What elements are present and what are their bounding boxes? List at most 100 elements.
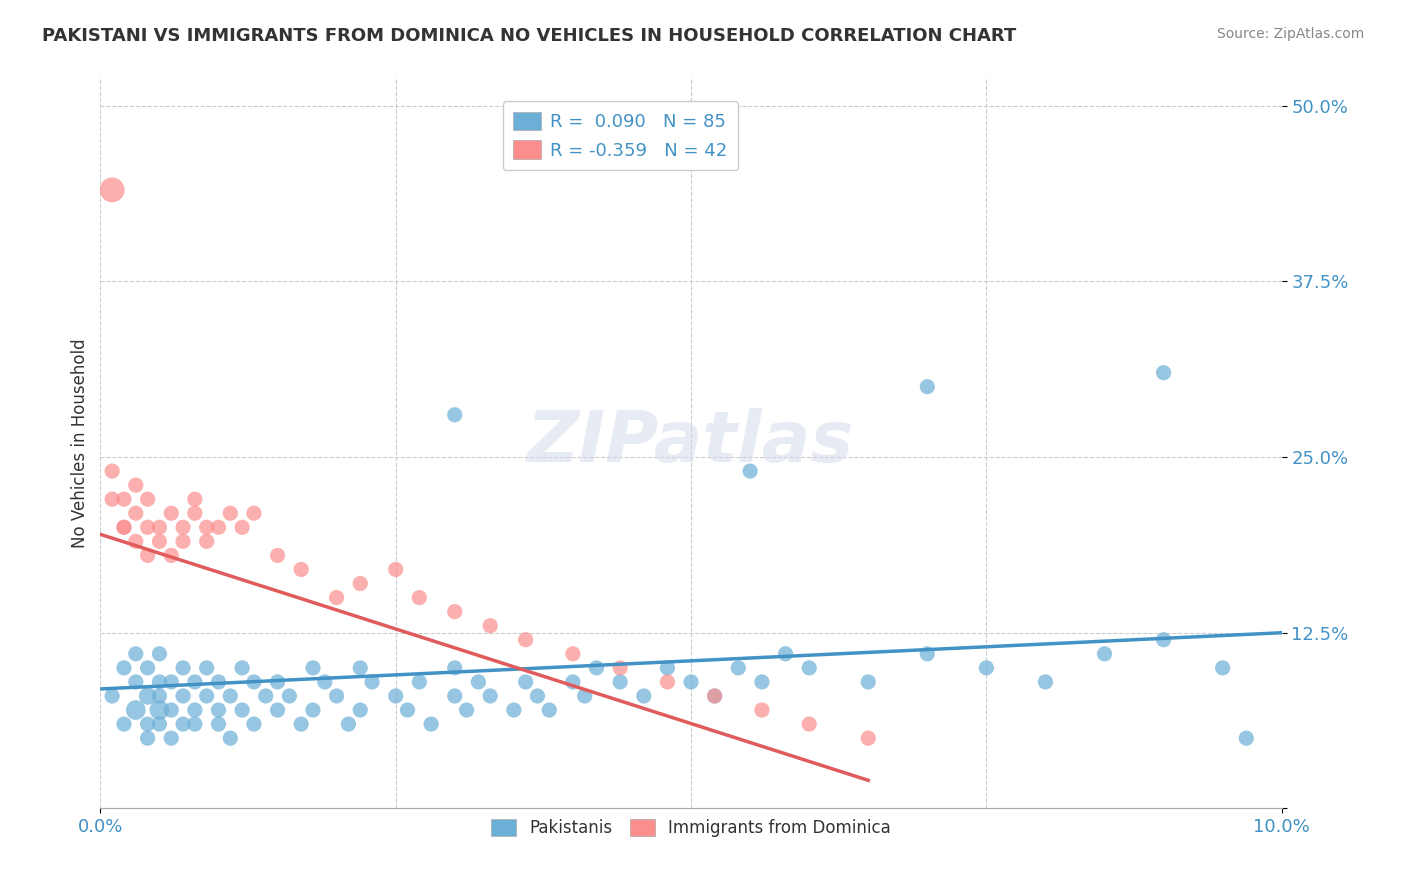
Point: [148, 674, 170, 689]
Point: [515, 632, 537, 647]
Point: [160, 506, 183, 520]
Point: [184, 674, 207, 689]
Point: [125, 703, 148, 717]
Text: ZIPatlas: ZIPatlas: [527, 409, 855, 477]
Point: [195, 661, 218, 675]
Point: [160, 731, 183, 746]
Point: [148, 534, 170, 549]
Point: [467, 674, 489, 689]
Point: [396, 703, 419, 717]
Point: [443, 605, 465, 619]
Point: [207, 674, 229, 689]
Legend: Pakistanis, Immigrants from Dominica: Pakistanis, Immigrants from Dominica: [485, 813, 897, 844]
Point: [101, 689, 124, 703]
Point: [160, 703, 183, 717]
Point: [136, 717, 159, 731]
Point: [976, 661, 998, 675]
Point: [231, 661, 253, 675]
Point: [609, 661, 631, 675]
Point: [125, 478, 148, 492]
Point: [219, 731, 242, 746]
Point: [184, 506, 207, 520]
Point: [184, 717, 207, 731]
Point: [125, 506, 148, 520]
Point: [243, 674, 266, 689]
Text: Source: ZipAtlas.com: Source: ZipAtlas.com: [1216, 27, 1364, 41]
Point: [479, 689, 502, 703]
Point: [917, 647, 939, 661]
Point: [302, 703, 325, 717]
Point: [456, 703, 478, 717]
Point: [290, 562, 312, 576]
Point: [858, 731, 880, 746]
Point: [195, 689, 218, 703]
Point: [195, 520, 218, 534]
Point: [266, 549, 288, 563]
Point: [479, 618, 502, 632]
Point: [443, 661, 465, 675]
Point: [101, 492, 124, 507]
Point: [184, 703, 207, 717]
Point: [219, 506, 242, 520]
Point: [349, 661, 371, 675]
Point: [384, 689, 406, 703]
Point: [243, 506, 266, 520]
Point: [538, 703, 561, 717]
Point: [302, 661, 325, 675]
Point: [207, 520, 229, 534]
Point: [1234, 731, 1257, 746]
Point: [679, 674, 702, 689]
Point: [125, 534, 148, 549]
Point: [101, 464, 124, 478]
Point: [243, 717, 266, 731]
Point: [136, 661, 159, 675]
Point: [112, 520, 135, 534]
Point: [148, 520, 170, 534]
Point: [1212, 661, 1234, 675]
Point: [231, 703, 253, 717]
Point: [136, 520, 159, 534]
Point: [231, 520, 253, 534]
Point: [585, 661, 607, 675]
Point: [703, 689, 725, 703]
Point: [751, 674, 773, 689]
Point: [160, 549, 183, 563]
Point: [136, 731, 159, 746]
Point: [184, 492, 207, 507]
Point: [574, 689, 596, 703]
Point: [799, 717, 821, 731]
Point: [195, 534, 218, 549]
Point: [349, 576, 371, 591]
Point: [443, 408, 465, 422]
Point: [125, 674, 148, 689]
Point: [290, 717, 312, 731]
Point: [207, 717, 229, 731]
Point: [420, 717, 443, 731]
Point: [266, 703, 288, 717]
Point: [112, 717, 135, 731]
Point: [384, 562, 406, 576]
Point: [172, 534, 194, 549]
Point: [1153, 632, 1175, 647]
Point: [751, 703, 773, 717]
Point: [657, 674, 679, 689]
Point: [125, 647, 148, 661]
Point: [727, 661, 749, 675]
Point: [775, 647, 797, 661]
Point: [703, 689, 725, 703]
Point: [172, 520, 194, 534]
Point: [917, 380, 939, 394]
Point: [160, 674, 183, 689]
Point: [361, 674, 384, 689]
Point: [325, 689, 347, 703]
Point: [148, 703, 170, 717]
Point: [515, 674, 537, 689]
Point: [101, 183, 124, 197]
Point: [112, 661, 135, 675]
Point: [172, 689, 194, 703]
Point: [609, 674, 631, 689]
Point: [858, 674, 880, 689]
Point: [443, 689, 465, 703]
Point: [148, 647, 170, 661]
Point: [740, 464, 762, 478]
